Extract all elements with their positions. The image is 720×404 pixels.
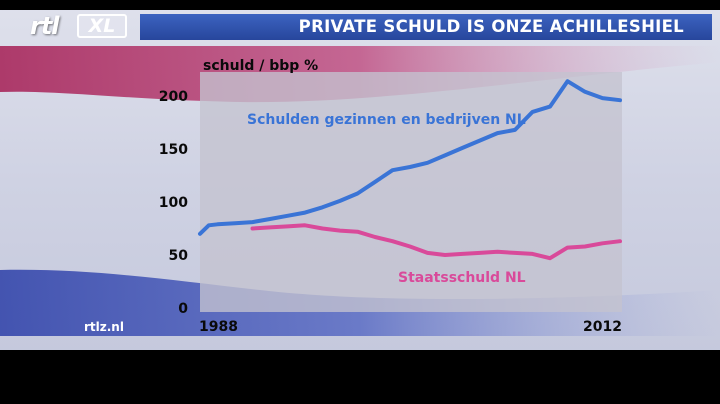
series-line-state-debt (250, 223, 622, 261)
y-tick-label: 150 (159, 142, 188, 158)
series-label-state-debt: Staatsschuld NL (398, 270, 526, 286)
website-url: rtlz.nl (84, 320, 124, 334)
y-tick-label: 200 (159, 89, 188, 105)
x-tick-label-start: 1988 (199, 319, 238, 335)
series-lines (198, 79, 622, 261)
series-labels: Schulden gezinnen en bedrijven NL Staatss… (247, 112, 526, 286)
y-tick-label: 0 (178, 301, 188, 317)
logo-rtl-text: rtl (30, 12, 60, 40)
page-title: PRIVATE SCHULD IS ONZE ACHILLESHIEL (298, 17, 684, 36)
plot-area (200, 72, 622, 312)
y-tick-label: 100 (159, 195, 188, 211)
title-bar: PRIVATE SCHULD IS ONZE ACHILLESHIEL (140, 14, 712, 40)
y-axis-label: schuld / bbp % (203, 58, 318, 74)
x-tick-label-end: 2012 (583, 319, 622, 335)
logo-xl-text: XL (77, 14, 127, 38)
series-label-private-debt: Schulden gezinnen en bedrijven NL (247, 112, 526, 128)
y-tick-label: 50 (169, 248, 189, 264)
y-tick-labels: 0 50 100 150 200 (159, 89, 188, 317)
x-tick-labels: 1988 2012 (199, 319, 622, 335)
series-line-private-debt (198, 79, 622, 236)
